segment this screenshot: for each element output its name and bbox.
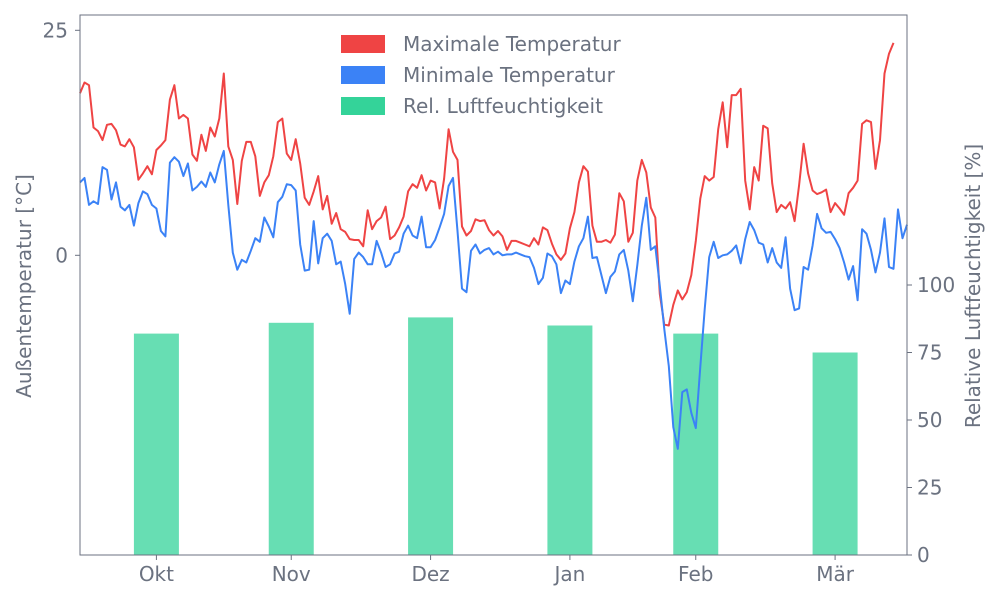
y-right-tick-label: 100 [917,273,955,297]
humidity-bar-4 [547,325,593,555]
y-axis-left: 0 25 [43,18,80,267]
x-tick-label: Jan [552,562,585,586]
legend: Maximale Temperatur Minimale Temperatur Re… [341,32,621,118]
y-axis-right-label: Relative Luftfeuchtigkeit [%] [961,144,985,428]
max-temperature-line [79,42,895,327]
legend-label-2: Minimale Temperatur [403,63,616,87]
legend-label-1: Maximale Temperatur [403,32,621,56]
legend-label-3: Rel. Luftfeuchtigkeit [403,94,603,118]
y-right-tick-label: 0 [917,543,930,567]
humidity-bar-1 [133,333,179,555]
y-left-tick-label: 0 [55,243,68,267]
x-tick-label: Okt [139,562,174,586]
min-temperature-line [79,149,908,450]
legend-swatch-3 [341,97,385,115]
x-tick-label: Dez [411,562,449,586]
y-left-tick-label: 25 [43,18,68,42]
y-right-tick-label: 25 [917,476,942,500]
y-right-tick-label: 75 [917,341,942,365]
x-tick-label: Feb [678,562,713,586]
humidity-bar-3 [408,317,454,555]
x-axis: Okt Nov Dez Jan Feb Mär [139,555,855,586]
legend-swatch-2 [341,66,385,84]
temperature-lines [79,42,908,450]
humidity-bar-6 [812,352,858,555]
humidity-bar-2 [268,322,314,555]
legend-swatch-1 [341,35,385,53]
humidity-bars [133,317,858,555]
y-axis-left-label: Außentemperatur [°C] [12,174,36,398]
y-right-tick-label: 50 [917,408,942,432]
y-axis-right: 0 25 50 75 100 [907,273,955,567]
x-tick-label: Nov [272,562,311,586]
humidity-bar-5 [673,333,719,555]
x-tick-label: Mär [816,562,855,586]
